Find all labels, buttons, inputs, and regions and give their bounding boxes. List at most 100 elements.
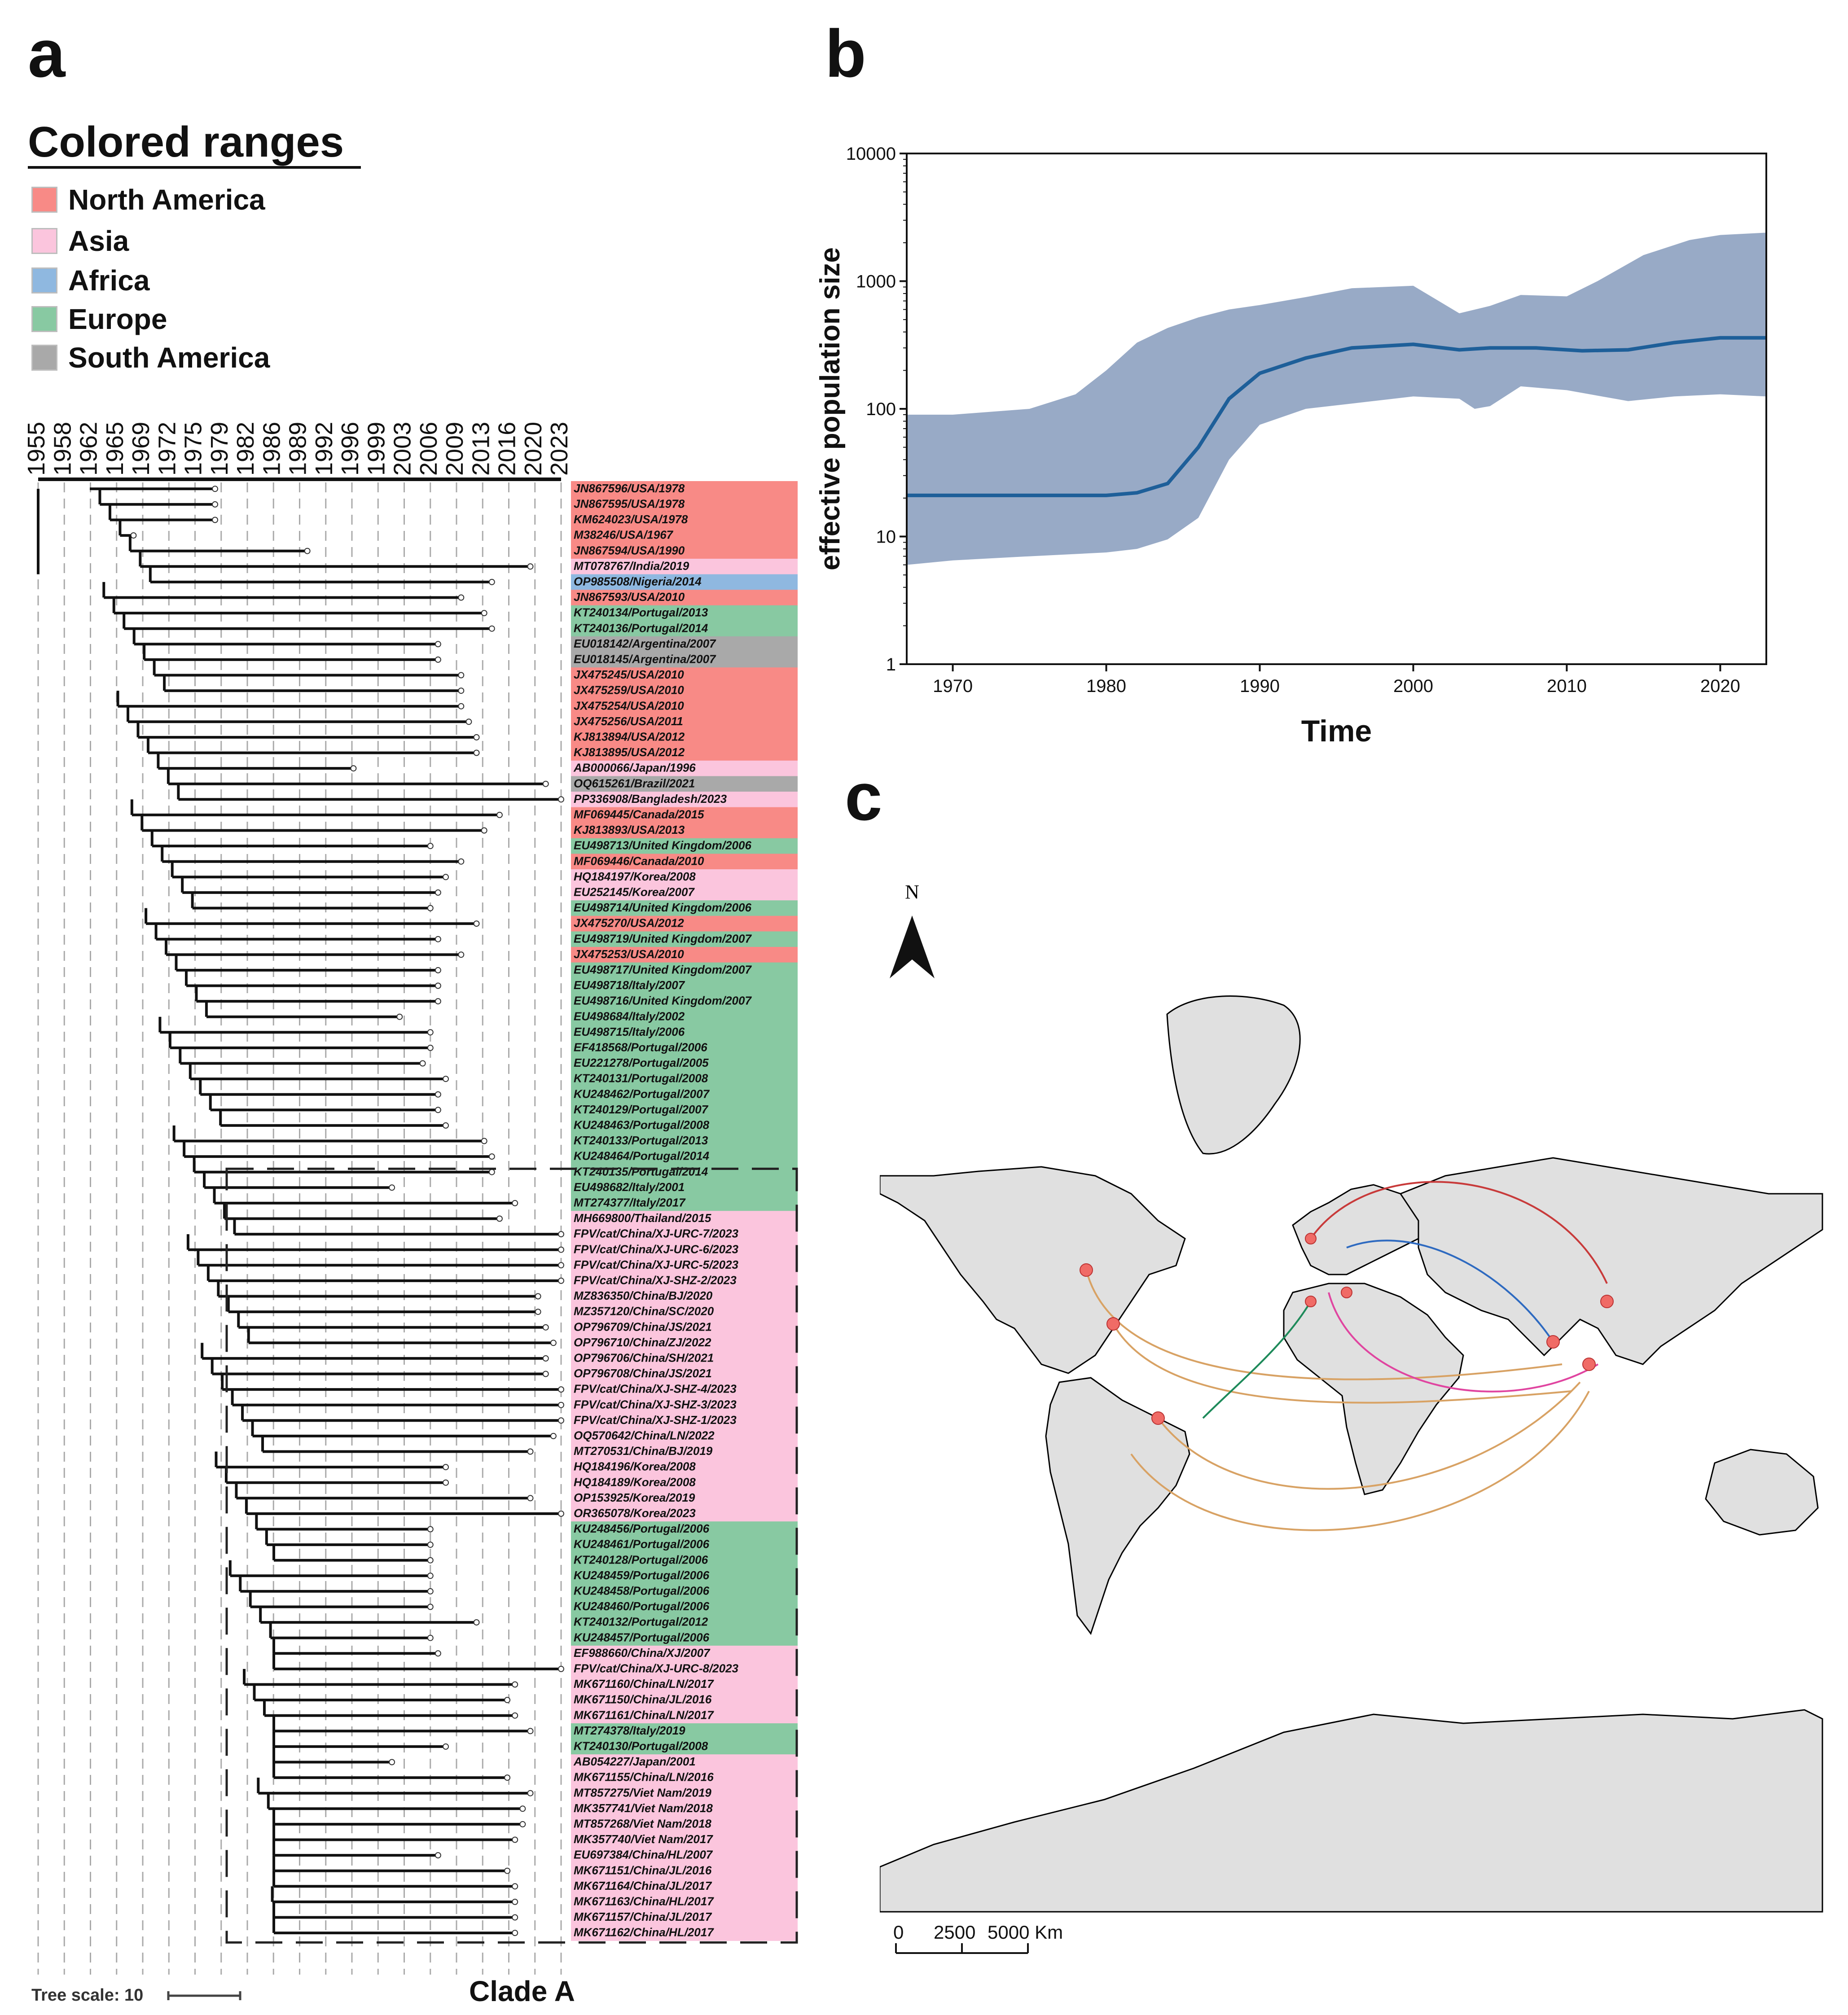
tip-label: EU498718/Italy/2007	[574, 978, 685, 992]
tip-label: MT857275/Viet Nam/2019	[574, 1786, 711, 1799]
tip-label: JX475259/USA/2010	[574, 683, 684, 697]
tip-label: EU498716/United Kingdom/2007	[574, 994, 752, 1008]
tip-node	[427, 1573, 434, 1579]
tip-node	[443, 1122, 449, 1129]
tip-color-range	[571, 900, 798, 916]
tip-node	[550, 1432, 557, 1439]
tip-node	[435, 1107, 441, 1113]
north-label: N	[905, 881, 919, 903]
tree-year-label: 1979	[206, 422, 233, 476]
tree-year-label: 1975	[180, 422, 207, 476]
legend-swatch	[31, 345, 57, 371]
tip-label: MT274377/Italy/2017	[574, 1196, 686, 1209]
tree-year-label: 1955	[23, 422, 50, 476]
tip-node	[496, 811, 503, 818]
tip-color-range	[571, 1692, 798, 1708]
tip-label: OP985508/Nigeria/2014	[574, 575, 702, 588]
tree-year-label: 1999	[363, 422, 390, 476]
tip-node	[519, 1821, 526, 1827]
tip-color-range	[571, 1366, 798, 1382]
tip-node	[427, 1029, 434, 1036]
y-tick-label: 1000	[856, 272, 896, 292]
tip-label: EU252145/Korea/2007	[574, 885, 695, 899]
tip-node	[130, 532, 137, 539]
tip-color-range	[571, 1537, 798, 1553]
tip-color-range	[571, 1226, 798, 1242]
point-india	[1546, 1335, 1560, 1349]
tip-color-range	[571, 807, 798, 823]
tip-node	[512, 1836, 518, 1843]
tree-year-label: 2023	[546, 422, 573, 476]
tip-color-range	[571, 823, 798, 839]
tip-label: MK671151/China/JL/2016	[574, 1863, 712, 1877]
tip-color-range	[571, 792, 798, 808]
tip-node	[435, 998, 441, 1005]
tip-node	[458, 951, 465, 958]
tip-label: KU248459/Portugal/2006	[574, 1568, 710, 1582]
tree-scale-bar	[167, 1991, 241, 2000]
tip-node	[212, 501, 219, 508]
tip-label: AB054227/Japan/2001	[573, 1755, 696, 1768]
tip-node	[488, 1153, 495, 1160]
tip-color-range	[571, 1879, 798, 1895]
tree-year-label: 2006	[415, 422, 442, 476]
point-canada	[1080, 1263, 1093, 1277]
tip-color-range	[571, 1257, 798, 1274]
tip-color-range	[571, 993, 798, 1009]
tip-node	[481, 610, 487, 617]
tip-node	[512, 1681, 518, 1688]
tip-label: KU248461/Portugal/2006	[574, 1538, 710, 1551]
tip-label: JX475253/USA/2010	[574, 947, 684, 961]
tip-node	[427, 1634, 434, 1641]
tip-node	[435, 982, 441, 989]
tip-color-range	[571, 947, 798, 963]
tip-node	[465, 718, 472, 725]
tip-node	[458, 672, 465, 679]
tip-node	[558, 1246, 564, 1253]
tip-node	[350, 765, 357, 772]
land-masses	[880, 995, 1823, 1913]
tip-label: FPV/cat/China/XJ-URC-6/2023	[574, 1242, 739, 1256]
tip-label: JN867596/USA/1978	[574, 482, 685, 495]
tip-label: MK357741/Viet Nam/2018	[574, 1801, 713, 1815]
tip-label: KU248464/Portugal/2014	[574, 1149, 710, 1163]
legend-label: Asia	[68, 225, 129, 257]
tip-color-range	[571, 1630, 798, 1646]
legend-item-europe: Europe	[31, 302, 167, 336]
tree-year-label: 1962	[75, 422, 102, 476]
africa	[1283, 1283, 1464, 1495]
tip-color-range	[571, 543, 798, 559]
tip-color-range	[571, 745, 798, 761]
tip-node	[558, 1262, 564, 1269]
legend-item-south-america: South America	[31, 341, 270, 374]
tip-label: EU498713/United Kingdom/2006	[574, 839, 751, 852]
tip-color-range	[571, 1646, 798, 1662]
tip-node	[443, 1479, 449, 1486]
tree-year-label: 2020	[520, 422, 547, 476]
tip-node	[212, 486, 219, 492]
tip-color-range	[571, 605, 798, 621]
tip-color-range	[571, 574, 798, 590]
tip-label: OP796708/China/JS/2021	[574, 1367, 712, 1380]
tip-label: KT240132/Portugal/2012	[574, 1615, 708, 1629]
tip-color-range	[571, 1397, 798, 1413]
tip-label: PP336908/Bangladesh/2023	[574, 792, 727, 806]
tip-label: JN867595/USA/1978	[574, 497, 685, 511]
tip-color-range	[571, 527, 798, 543]
tip-node	[435, 1852, 441, 1859]
legend-label: Africa	[68, 264, 150, 297]
tip-node	[473, 734, 480, 740]
legend-swatch	[31, 187, 57, 213]
tip-node	[435, 656, 441, 663]
tip-color-range	[571, 1350, 798, 1367]
tip-color-range	[571, 1583, 798, 1599]
migration-routes	[1085, 1181, 1608, 1531]
tip-node	[512, 1898, 518, 1905]
tip-label: EU498719/United Kingdom/2007	[574, 932, 752, 945]
tip-color-range	[571, 1521, 798, 1538]
tip-node	[458, 858, 465, 865]
tree-year-label: 1982	[232, 422, 259, 476]
tip-label: JN867593/USA/2010	[574, 590, 685, 604]
tip-label: MT078767/India/2019	[574, 559, 689, 573]
australia	[1705, 1449, 1819, 1536]
